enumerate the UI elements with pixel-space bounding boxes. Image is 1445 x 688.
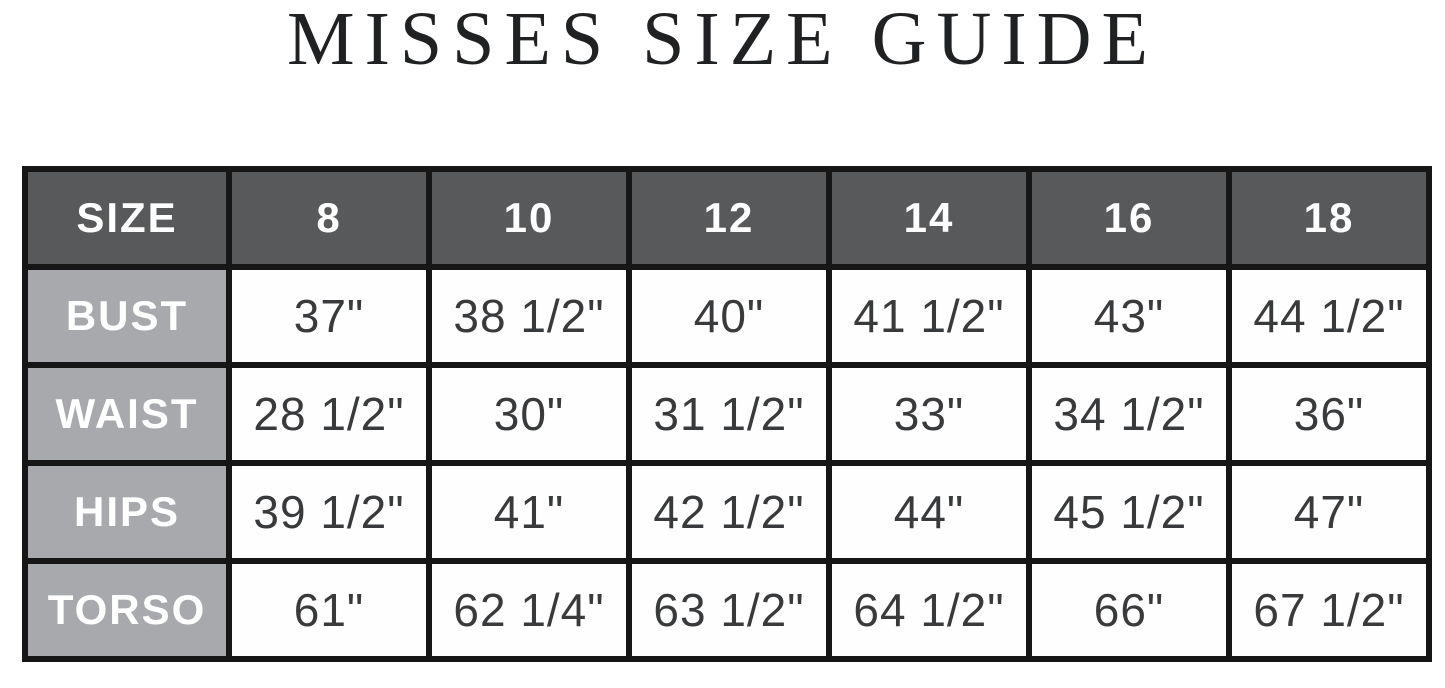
measurement-cell: 41 1/2" <box>826 264 1032 368</box>
table-row-waist: WAIST 28 1/2" 30" 31 1/2" 33" 34 1/2" 36… <box>22 362 1432 466</box>
measurement-cell: 39 1/2" <box>226 460 432 564</box>
table-row-torso: TORSO 61" 62 1/4" 63 1/2" 64 1/2" 66" 67… <box>22 558 1432 662</box>
size-column-header-14: 14 <box>826 166 1032 270</box>
size-column-header-10: 10 <box>426 166 632 270</box>
measurement-cell: 64 1/2" <box>826 558 1032 662</box>
measurement-cell: 63 1/2" <box>626 558 832 662</box>
measurement-cell: 44" <box>826 460 1032 564</box>
size-column-header-16: 16 <box>1026 166 1232 270</box>
measurement-cell: 40" <box>626 264 832 368</box>
measurement-cell: 62 1/4" <box>426 558 632 662</box>
measurement-cell: 45 1/2" <box>1026 460 1232 564</box>
row-label-waist: WAIST <box>22 362 232 466</box>
table-row-bust: BUST 37" 38 1/2" 40" 41 1/2" 43" 44 1/2" <box>22 264 1432 368</box>
measurement-cell: 41" <box>426 460 632 564</box>
size-column-header-12: 12 <box>626 166 832 270</box>
measurement-cell: 34 1/2" <box>1026 362 1232 466</box>
table-header-row: SIZE 8 10 12 14 16 18 <box>22 166 1432 270</box>
measurement-cell: 28 1/2" <box>226 362 432 466</box>
measurement-cell: 36" <box>1226 362 1432 466</box>
measurement-cell: 43" <box>1026 264 1232 368</box>
measurement-cell: 42 1/2" <box>626 460 832 564</box>
measurement-cell: 44 1/2" <box>1226 264 1432 368</box>
row-label-torso: TORSO <box>22 558 232 662</box>
size-header-cell: SIZE <box>22 166 232 270</box>
size-guide-table: SIZE 8 10 12 14 16 18 BUST 37" 38 1/2" 4… <box>22 166 1432 662</box>
measurement-cell: 31 1/2" <box>626 362 832 466</box>
measurement-cell: 33" <box>826 362 1032 466</box>
measurement-cell: 38 1/2" <box>426 264 632 368</box>
measurement-cell: 67 1/2" <box>1226 558 1432 662</box>
row-label-bust: BUST <box>22 264 232 368</box>
measurement-cell: 61" <box>226 558 432 662</box>
page-title: MISSES SIZE GUIDE <box>287 0 1158 81</box>
measurement-cell: 47" <box>1226 460 1432 564</box>
row-label-hips: HIPS <box>22 460 232 564</box>
measurement-cell: 37" <box>226 264 432 368</box>
size-column-header-18: 18 <box>1226 166 1432 270</box>
measurement-cell: 66" <box>1026 558 1232 662</box>
table-row-hips: HIPS 39 1/2" 41" 42 1/2" 44" 45 1/2" 47" <box>22 460 1432 564</box>
measurement-cell: 30" <box>426 362 632 466</box>
size-column-header-8: 8 <box>226 166 432 270</box>
